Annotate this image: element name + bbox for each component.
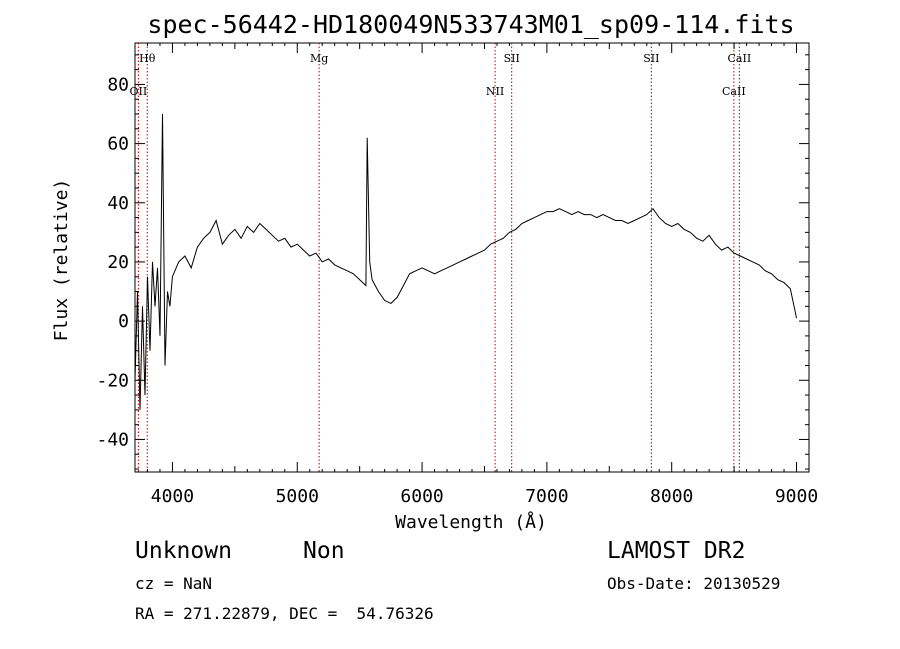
redshift-value: cz = NaN: [135, 574, 213, 593]
y-tick-label: 0: [118, 311, 129, 332]
reference-line-label: Hθ: [139, 52, 156, 65]
reference-line-label: CaII: [722, 85, 746, 98]
x-tick-label: 5000: [276, 486, 319, 507]
x-tick-label: 4000: [151, 486, 194, 507]
reference-line-label: OII: [130, 85, 148, 98]
coordinates: RA = 271.22879, DEC = 54.76326: [135, 604, 434, 623]
reference-line-label: SII: [643, 52, 659, 65]
reference-lines: [137, 43, 740, 472]
y-tick-label: 80: [107, 74, 129, 95]
object-subclass: Non: [303, 538, 345, 564]
reference-line-label: SII: [504, 52, 520, 65]
y-tick-label: 20: [107, 252, 129, 273]
y-axis-ticks: -40 -20 0 20 40 60 80: [96, 54, 809, 470]
x-axis-ticks: 4000 5000 6000 7000 8000 9000: [134, 43, 818, 507]
y-axis-label: Flux (relative): [51, 179, 72, 342]
x-tick-label: 8000: [650, 486, 693, 507]
x-tick-label: 7000: [525, 486, 568, 507]
y-tick-label: -40: [96, 429, 129, 450]
y-tick-label: 60: [107, 134, 129, 155]
observation-date: Obs-Date: 20130529: [607, 574, 781, 593]
chart-title: spec-56442-HD180049N533743M01_sp09-114.f…: [147, 10, 794, 39]
survey-label: LAMOST DR2: [607, 538, 746, 564]
reference-line-labels: Hθ OII Mg NII SII SII CaII CaII: [130, 52, 752, 98]
reference-line-label: CaII: [728, 52, 752, 65]
x-tick-label: 9000: [775, 486, 818, 507]
plot-frame: [134, 42, 810, 473]
reference-line-label: NII: [486, 85, 504, 98]
y-tick-label: 40: [107, 193, 129, 214]
x-tick-label: 6000: [400, 486, 443, 507]
x-axis-label: Wavelength (Å): [395, 511, 547, 533]
reference-line-label: Mg: [310, 52, 328, 65]
y-tick-label: -20: [96, 370, 129, 391]
spectrum-series-line: [134, 113, 797, 410]
object-class: Unknown: [135, 538, 232, 564]
